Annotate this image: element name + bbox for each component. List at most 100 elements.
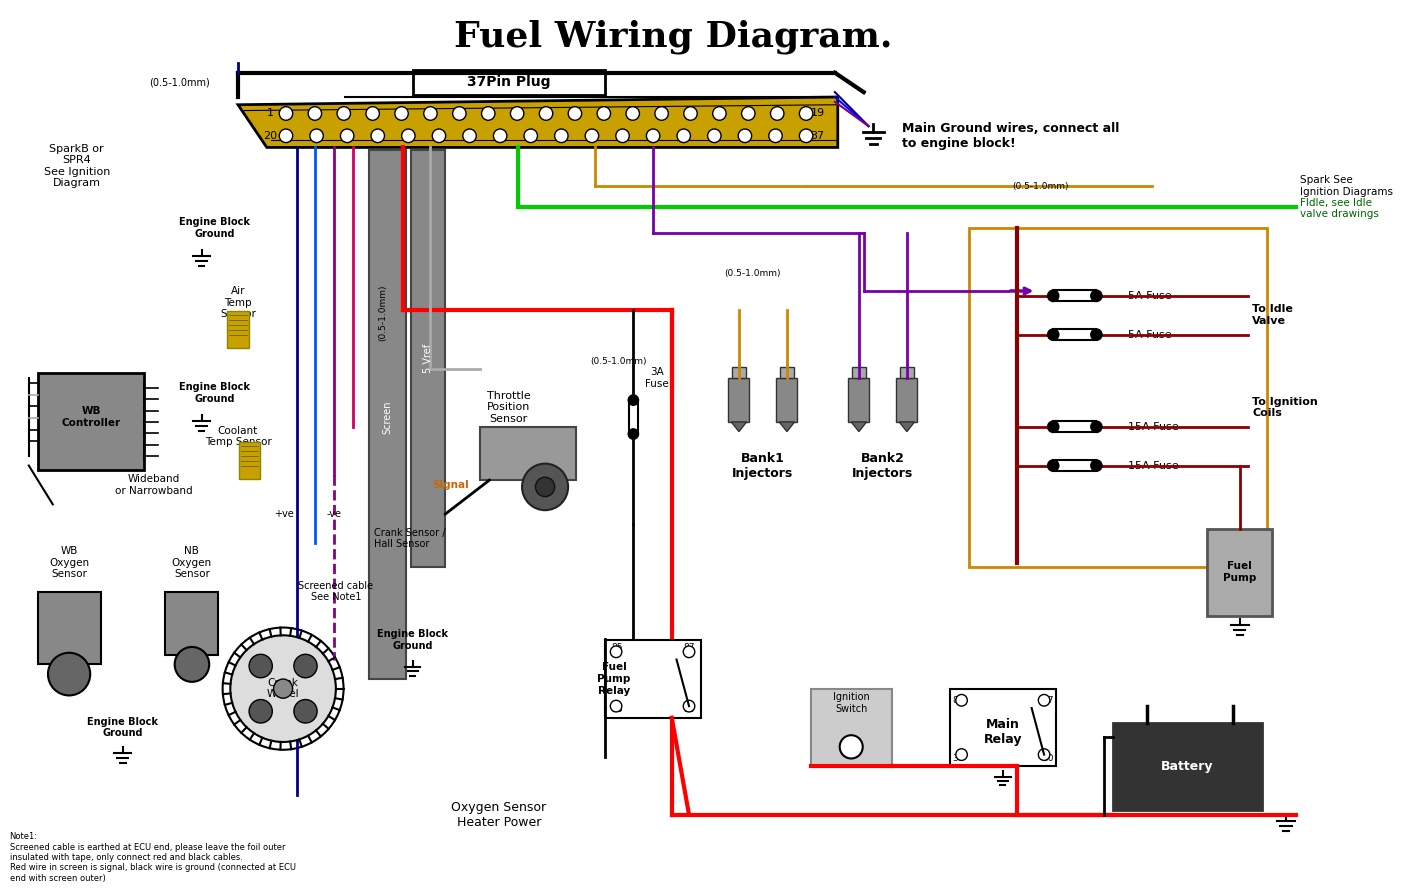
Text: 86: 86 <box>611 706 622 715</box>
Circle shape <box>568 107 582 120</box>
Text: Main Ground wires, connect all
to engine block!: Main Ground wires, connect all to engine… <box>901 122 1119 149</box>
Text: Battery: Battery <box>1161 760 1213 773</box>
Text: 15A Fuse: 15A Fuse <box>1127 461 1178 470</box>
Circle shape <box>1091 461 1102 471</box>
Text: Engine Block
Ground: Engine Block Ground <box>179 217 251 239</box>
Bar <box>810 689 893 766</box>
Circle shape <box>522 464 568 510</box>
Bar <box>165 592 217 654</box>
Circle shape <box>250 654 272 677</box>
Circle shape <box>708 129 721 142</box>
Text: To Idle
Valve: To Idle Valve <box>1252 304 1293 326</box>
Polygon shape <box>899 422 914 432</box>
Bar <box>852 366 865 379</box>
Text: FIdle, see Idle
valve drawings: FIdle, see Idle valve drawings <box>1300 197 1380 220</box>
Text: WB
Controller: WB Controller <box>62 406 121 428</box>
Circle shape <box>615 129 629 142</box>
Bar <box>227 311 248 348</box>
Text: Fuel
Pump
Relay: Fuel Pump Relay <box>597 662 631 695</box>
Circle shape <box>683 646 695 658</box>
Bar <box>1053 291 1096 301</box>
Text: Screen: Screen <box>383 400 393 434</box>
Text: 87: 87 <box>683 644 695 653</box>
Text: WB
Oxygen
Sensor: WB Oxygen Sensor <box>49 546 90 579</box>
Circle shape <box>683 701 695 712</box>
Text: Oxygen Sensor
Heater Power: Oxygen Sensor Heater Power <box>451 801 547 829</box>
Text: Main
Relay: Main Relay <box>984 718 1022 746</box>
Circle shape <box>524 129 537 142</box>
Circle shape <box>401 129 415 142</box>
Circle shape <box>279 129 293 142</box>
Circle shape <box>463 129 477 142</box>
Bar <box>1053 329 1096 340</box>
Circle shape <box>341 129 353 142</box>
Circle shape <box>279 107 293 120</box>
Polygon shape <box>851 422 866 432</box>
Bar <box>628 400 638 434</box>
Text: 15A Fuse: 15A Fuse <box>1127 421 1178 432</box>
Text: Wideband
or Narrowband: Wideband or Narrowband <box>115 474 192 496</box>
Circle shape <box>956 694 967 706</box>
Bar <box>1113 723 1262 810</box>
Circle shape <box>273 679 293 698</box>
Text: Air
Temp
Sensor: Air Temp Sensor <box>220 286 257 319</box>
Bar <box>479 427 576 480</box>
Bar <box>777 379 798 422</box>
Text: (0.5-1.0mm): (0.5-1.0mm) <box>725 269 781 278</box>
Text: (0.5-1.0mm): (0.5-1.0mm) <box>149 77 209 87</box>
Circle shape <box>230 636 336 742</box>
Text: 36: 36 <box>952 754 963 763</box>
Circle shape <box>294 700 317 723</box>
Text: NB
Oxygen
Sensor: NB Oxygen Sensor <box>172 546 212 579</box>
Circle shape <box>742 107 756 120</box>
Text: Screened cable
See Note1: Screened cable See Note1 <box>299 581 373 603</box>
Text: Ignition
Switch: Ignition Switch <box>833 693 869 714</box>
Circle shape <box>432 129 446 142</box>
Circle shape <box>453 107 465 120</box>
Circle shape <box>655 107 669 120</box>
Text: 19: 19 <box>810 108 824 118</box>
Circle shape <box>48 653 90 695</box>
Bar <box>896 379 917 422</box>
Circle shape <box>1047 421 1059 432</box>
Text: Spark See
Ignition Diagrams: Spark See Ignition Diagrams <box>1300 175 1394 197</box>
Circle shape <box>536 477 555 497</box>
Bar <box>732 366 746 379</box>
Circle shape <box>481 107 495 120</box>
Circle shape <box>336 107 350 120</box>
Circle shape <box>585 129 599 142</box>
Bar <box>1207 529 1273 616</box>
Circle shape <box>310 129 324 142</box>
Polygon shape <box>732 422 747 432</box>
Text: 85: 85 <box>952 696 963 705</box>
Text: (0.5-1.0mm): (0.5-1.0mm) <box>1012 182 1068 191</box>
Text: Throttle
Position
Sensor: Throttle Position Sensor <box>486 391 530 424</box>
Circle shape <box>610 701 622 712</box>
Text: 37Pin Plug: 37Pin Plug <box>467 76 551 90</box>
Bar <box>604 640 701 717</box>
Text: Signal: Signal <box>433 480 470 490</box>
Circle shape <box>768 129 782 142</box>
Circle shape <box>627 107 639 120</box>
Text: +ve: +ve <box>275 509 294 519</box>
Bar <box>780 366 794 379</box>
Bar <box>729 379 750 422</box>
Circle shape <box>1091 291 1102 301</box>
Text: Fuel Wiring Diagram.: Fuel Wiring Diagram. <box>453 20 892 54</box>
Text: Engine Block
Ground: Engine Block Ground <box>377 629 449 651</box>
Text: 85: 85 <box>611 644 622 653</box>
Text: Engine Block
Ground: Engine Block Ground <box>179 382 251 404</box>
Circle shape <box>1047 291 1059 301</box>
Circle shape <box>1047 461 1059 471</box>
Circle shape <box>956 749 967 760</box>
Text: 5A Fuse: 5A Fuse <box>1127 330 1171 340</box>
Text: 20: 20 <box>264 131 278 140</box>
Bar <box>38 373 144 470</box>
Bar <box>951 689 1056 766</box>
Text: 5 Vref: 5 Vref <box>423 344 433 373</box>
Circle shape <box>175 647 209 682</box>
Bar <box>38 592 101 664</box>
Circle shape <box>739 129 751 142</box>
Bar <box>1053 421 1096 432</box>
Circle shape <box>840 735 862 758</box>
